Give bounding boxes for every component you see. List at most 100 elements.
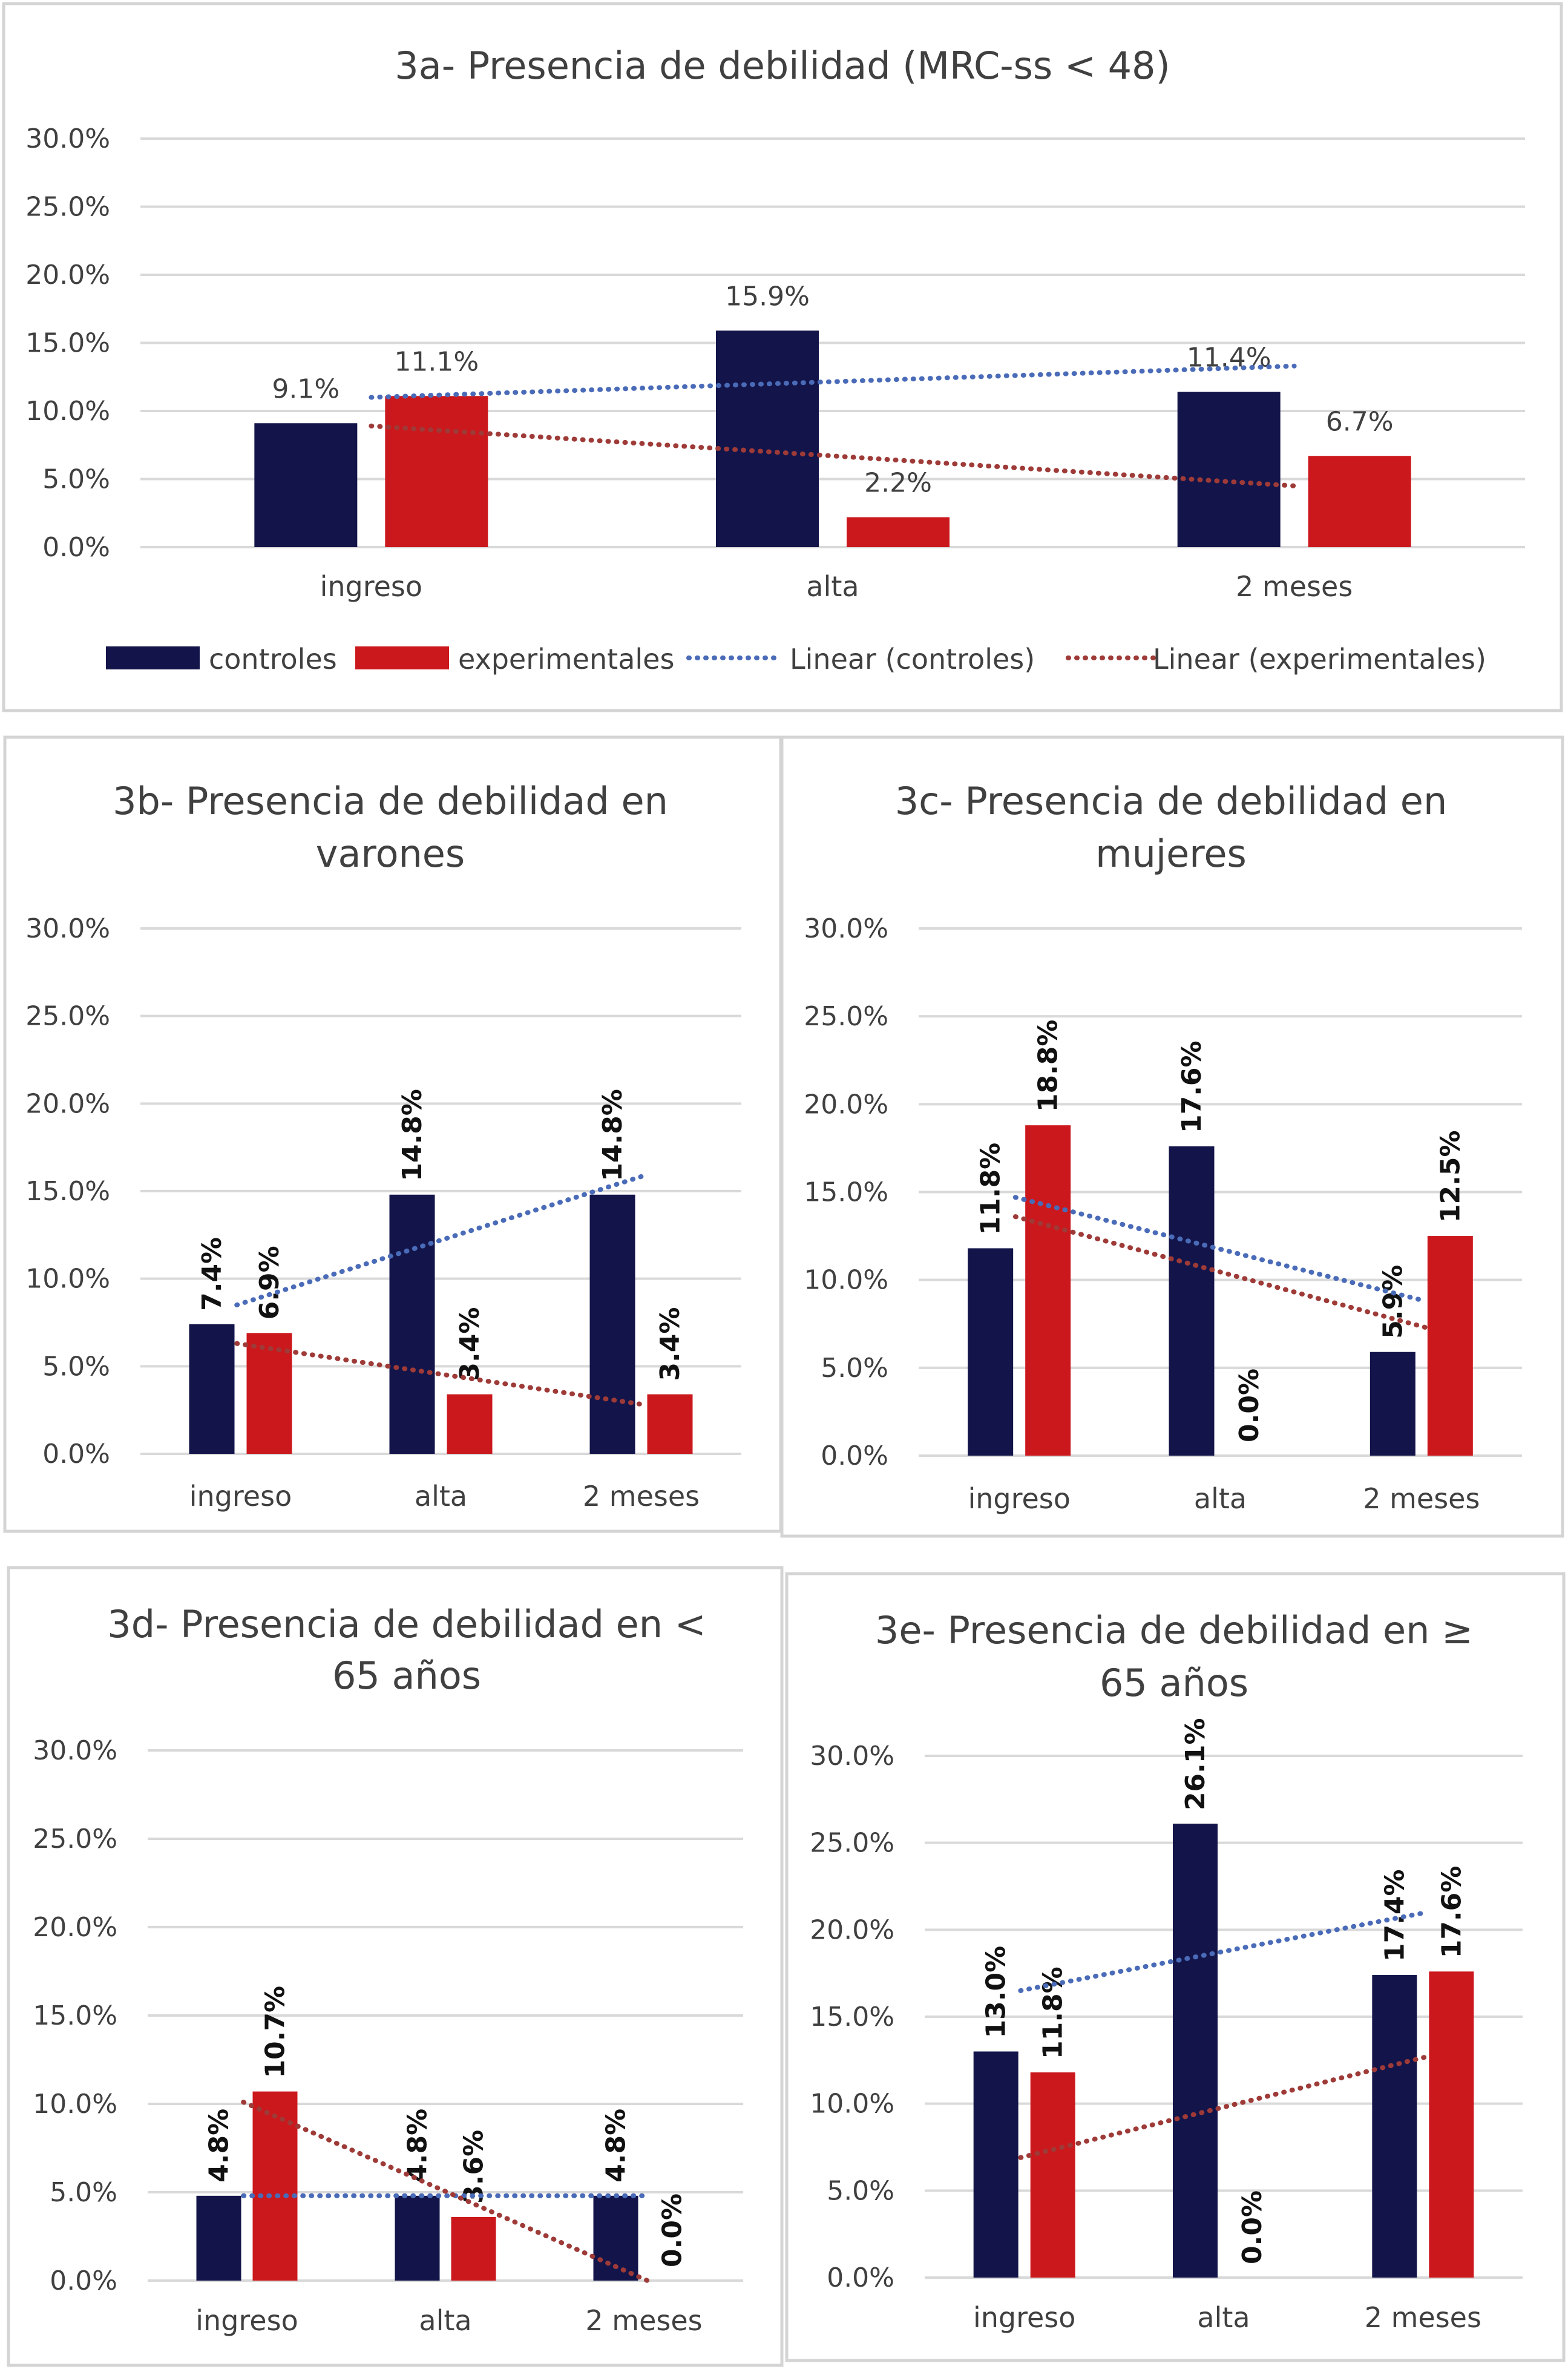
y-tick-label: 30.0% (804, 913, 888, 944)
y-tick-label: 25.0% (810, 1828, 894, 1859)
y-tick-label: 0.0% (42, 532, 110, 563)
y-tick-label: 5.0% (821, 1353, 888, 1384)
x-tick-label: alta (806, 570, 859, 603)
bar-controles (189, 1324, 235, 1454)
chart-title: 3d- Presencia de debilidad en < (107, 1602, 706, 1646)
data-label: 13.0% (981, 1946, 1012, 2039)
data-label: 4.8% (204, 2109, 235, 2183)
y-tick-label: 10.0% (810, 2089, 894, 2120)
chart-title: 3e- Presencia de debilidad en ≥ (875, 1608, 1473, 1652)
y-tick-label: 20.0% (25, 260, 110, 291)
y-tick-label: 30.0% (33, 1735, 117, 1766)
y-tick-label: 20.0% (810, 1914, 894, 1945)
trendline-controles (1012, 1195, 1428, 1304)
x-tick-label: 2 meses (1365, 2301, 1481, 2334)
chart-title: mujeres (1095, 832, 1247, 876)
data-label: 18.8% (1033, 1020, 1064, 1112)
x-tick-label: ingreso (973, 2301, 1075, 2334)
y-tick-label: 30.0% (25, 123, 110, 154)
y-tick-label: 10.0% (25, 396, 110, 427)
trendline-controles (234, 1172, 648, 1308)
chart-3e: 3e- Presencia de debilidad en ≥ 65 años 0.… (785, 1572, 1566, 2362)
chart-title: 3c- Presencia de debilidad en (895, 779, 1448, 823)
bar-controles (1370, 1352, 1415, 1456)
y-tick-label: 5.0% (42, 464, 110, 495)
bar-controles (1173, 1824, 1218, 2278)
bar-controles (196, 2195, 241, 2281)
data-label: 26.1% (1180, 1718, 1211, 1810)
data-label: 3.4% (454, 1307, 485, 1381)
x-tick-label: alta (1194, 1482, 1247, 1515)
y-tick-label: 25.0% (25, 1001, 110, 1032)
y-tick-label: 5.0% (42, 1351, 110, 1382)
chart-3c: 3c- Presencia de debilidad en mujeres 0.0%… (780, 735, 1564, 1538)
y-tick-label: 15.0% (810, 2002, 894, 2032)
data-label: 4.8% (402, 2109, 433, 2183)
trendline-controles (369, 363, 1297, 400)
y-tick-label: 0.0% (821, 1441, 888, 1471)
chart-title: 3a- Presencia de debilidad (MRC-ss < 48) (395, 44, 1170, 88)
bar-controles (254, 423, 358, 547)
trendline-experimentales (234, 1341, 648, 1407)
x-tick-label: ingreso (320, 570, 422, 603)
data-label: 10.7% (260, 1986, 291, 2078)
data-label: 0.0% (1237, 2190, 1268, 2264)
x-tick-label: alta (415, 1480, 467, 1513)
data-label: 5.9% (1377, 1265, 1408, 1339)
bar-experimentales (447, 1394, 493, 1454)
chart-3d: 3d- Presencia de debilidad en < 65 años 0.… (7, 1566, 784, 2367)
y-tick-label: 20.0% (25, 1088, 110, 1119)
data-label: 12.5% (1435, 1130, 1466, 1223)
bar-experimentales (252, 2091, 298, 2281)
data-label: 7.4% (197, 1237, 228, 1311)
data-label: 6.9% (254, 1246, 285, 1319)
bar-experimentales (847, 517, 950, 547)
bar-experimentales (1429, 1971, 1474, 2278)
y-tick-label: 30.0% (25, 913, 110, 944)
data-label: 2.2% (864, 468, 932, 499)
legend-label: controles (209, 643, 337, 675)
bar-experimentales (451, 2216, 496, 2281)
data-label: 11.8% (976, 1143, 1006, 1235)
data-label: 11.1% (394, 346, 479, 377)
data-label: 4.8% (601, 2109, 632, 2183)
data-label: 3.4% (655, 1307, 686, 1381)
data-label: 6.7% (1326, 406, 1394, 437)
chart-title: 3b- Presencia de debilidad en (113, 779, 668, 823)
bar-controles (589, 1194, 635, 1454)
x-tick-label: ingreso (968, 1482, 1070, 1515)
y-tick-label: 5.0% (50, 2177, 117, 2208)
y-tick-label: 15.0% (33, 2000, 117, 2031)
chart-title: 65 años (1100, 1661, 1248, 1705)
data-label: 0.0% (1234, 1368, 1265, 1442)
x-tick-label: 2 meses (583, 1480, 700, 1513)
bar-controles (968, 1248, 1014, 1456)
legend: controles experimentales Linear (controles… (106, 643, 1486, 675)
legend-label: experimentales (458, 643, 674, 675)
data-label: 0.0% (657, 2193, 688, 2267)
chart-3a: 3a- Presencia de debilidad (MRC-ss < 48)… (2, 2, 1563, 712)
trendline-experimentales (1018, 2054, 1429, 2160)
trendline-experimentales (1012, 1214, 1428, 1330)
x-tick-label: 2 meses (1363, 1482, 1480, 1515)
bar-experimentales (246, 1333, 292, 1454)
y-tick-label: 0.0% (827, 2262, 894, 2293)
y-tick-label: 25.0% (804, 1001, 888, 1032)
trendline-controles (1018, 1910, 1429, 1993)
trendline-experimentales (369, 423, 1297, 488)
y-tick-label: 20.0% (804, 1089, 888, 1120)
data-label: 14.8% (597, 1089, 628, 1181)
bar-controles (1177, 392, 1281, 547)
data-label: 17.6% (1176, 1040, 1207, 1133)
chart-title: 65 años (332, 1654, 481, 1698)
bar-controles (1372, 1975, 1417, 2278)
bar-experimentales (1030, 2072, 1075, 2278)
x-tick-label: alta (1197, 2301, 1250, 2334)
x-tick-label: ingreso (195, 2304, 298, 2337)
legend-label: Linear (controles) (790, 643, 1035, 675)
y-tick-label: 15.0% (804, 1177, 888, 1208)
y-tick-label: 5.0% (827, 2175, 894, 2206)
y-tick-label: 15.0% (25, 1176, 110, 1207)
bar-experimentales (1308, 456, 1411, 547)
